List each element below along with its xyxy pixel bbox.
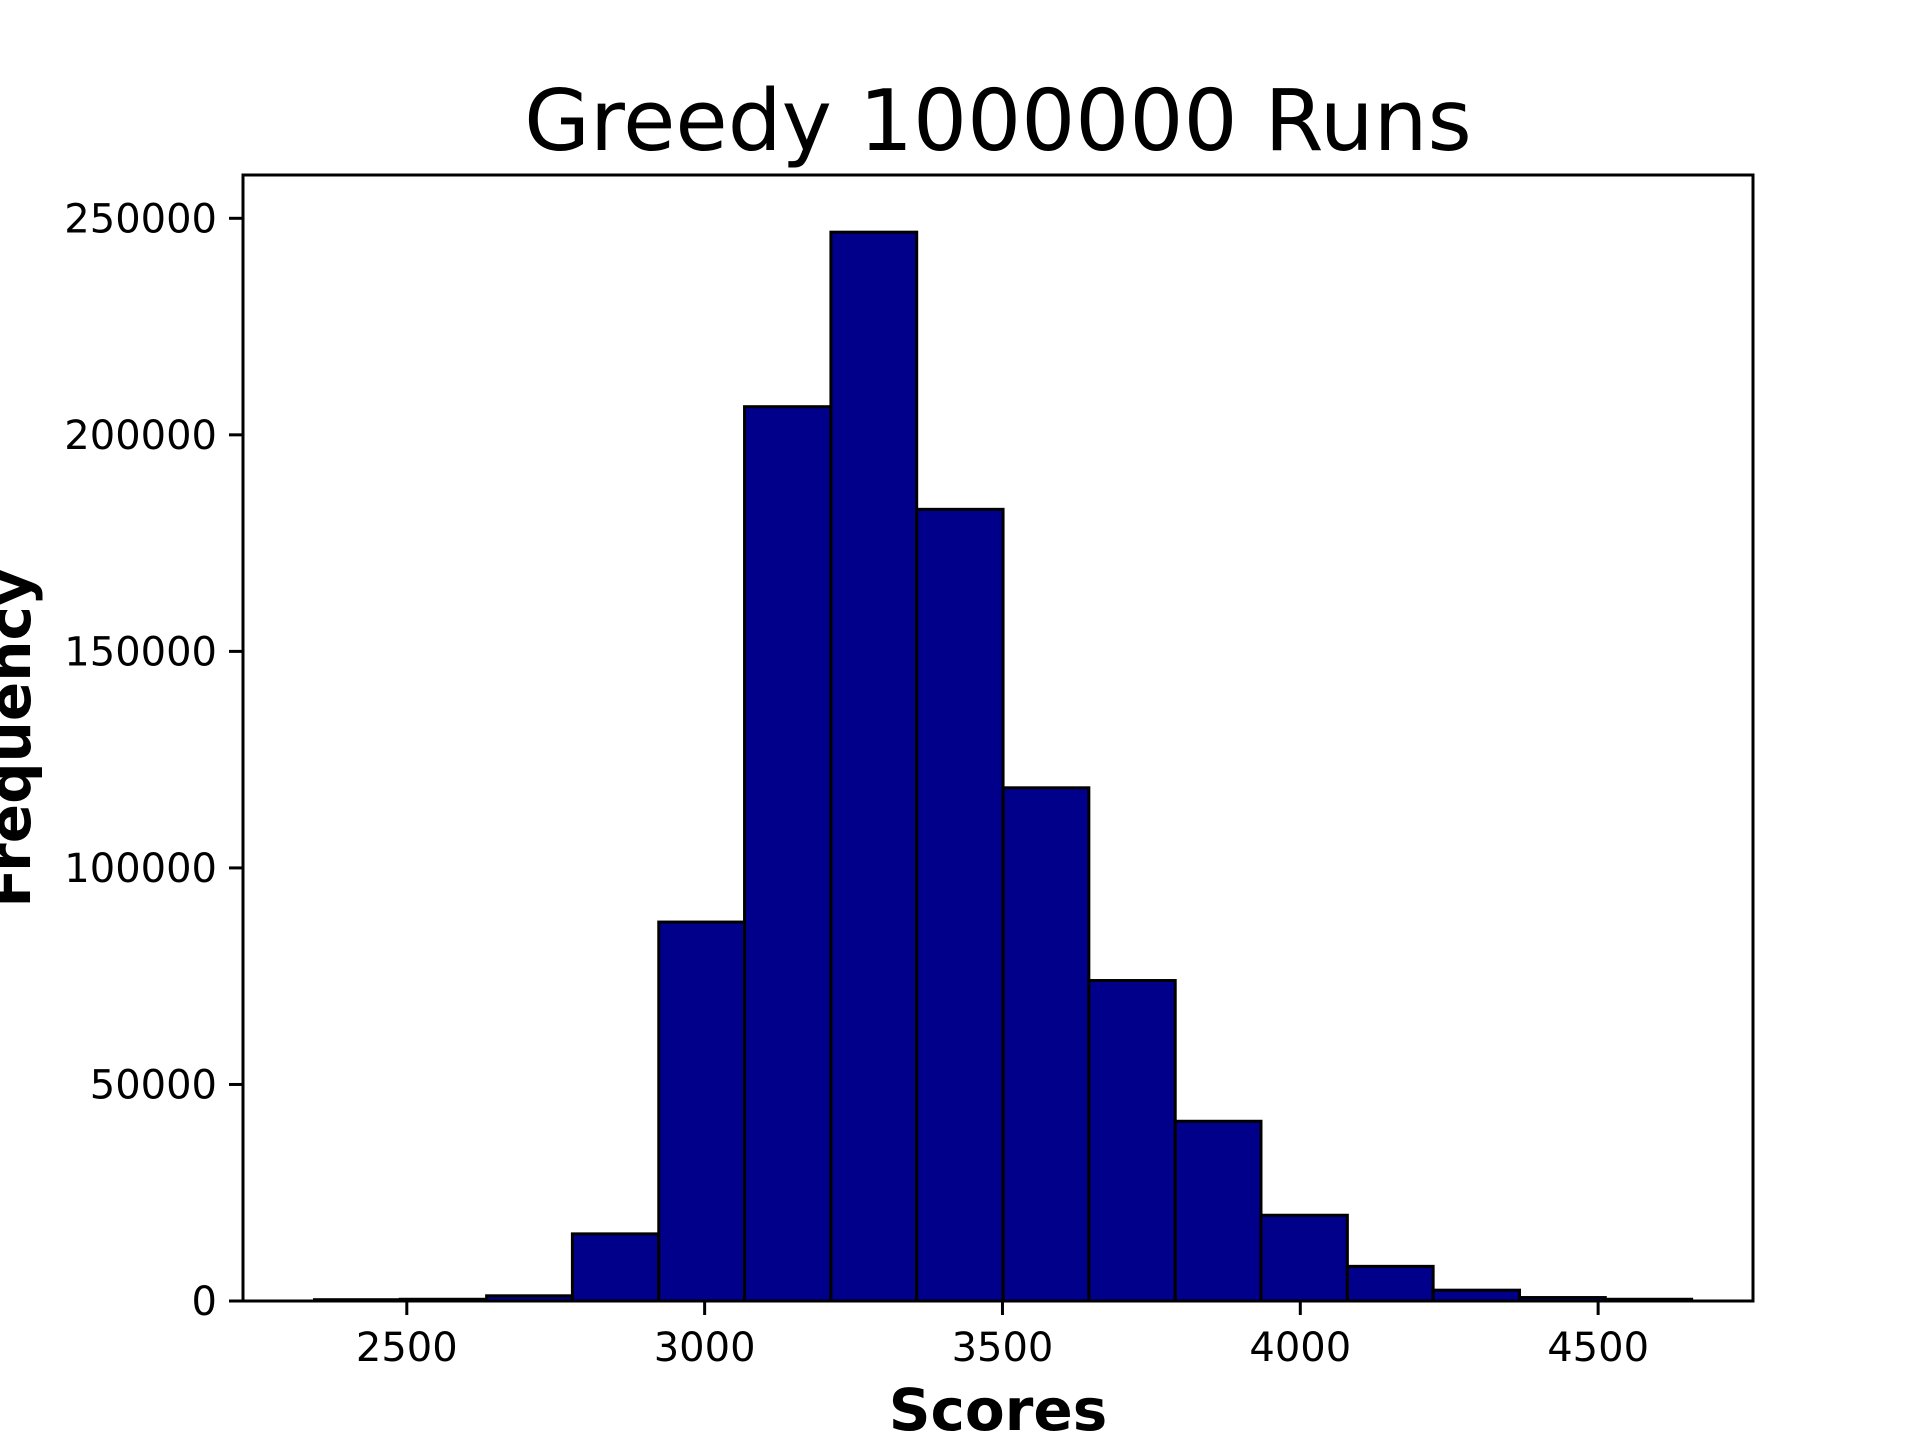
histogram-bar: [657, 920, 747, 1303]
histogram-bar: [1173, 1119, 1263, 1303]
histogram-bar: [829, 230, 919, 1303]
histogram-bar: [1087, 979, 1177, 1303]
histogram-bar: [570, 1232, 661, 1303]
x-tick-label: 3000: [654, 1325, 756, 1371]
y-tick-label: 100000: [64, 846, 217, 892]
histogram-bar: [743, 405, 833, 1303]
histogram-bar: [1259, 1213, 1349, 1303]
plot-frame: [241, 173, 1755, 1303]
y-tick-label: 250000: [64, 196, 217, 242]
histogram-bars: [312, 230, 1694, 1303]
y-axis-label: Frequency: [0, 568, 44, 907]
y-tick-label: 0: [192, 1279, 217, 1325]
y-tick-label: 50000: [90, 1062, 217, 1108]
x-tick-label: 4000: [1249, 1325, 1351, 1371]
y-axis-ticks: 0 50000 100000 150000 200000 250000: [64, 196, 243, 1325]
histogram-bar: [1001, 786, 1091, 1303]
x-tick-label: 2500: [356, 1325, 458, 1371]
y-tick-label: 200000: [64, 413, 217, 459]
x-axis-ticks: 2500 3000 3500 4000 4500: [356, 1301, 1649, 1371]
histogram-bar: [915, 507, 1005, 1303]
x-tick-label: 3500: [952, 1325, 1054, 1371]
histogram-bar: [1431, 1288, 1522, 1303]
histogram-bar: [1345, 1264, 1435, 1303]
y-tick-label: 150000: [64, 629, 217, 675]
chart-title: Greedy 1000000 Runs: [524, 72, 1472, 171]
x-axis-label: Scores: [889, 1376, 1107, 1440]
x-tick-label: 4500: [1547, 1325, 1649, 1371]
